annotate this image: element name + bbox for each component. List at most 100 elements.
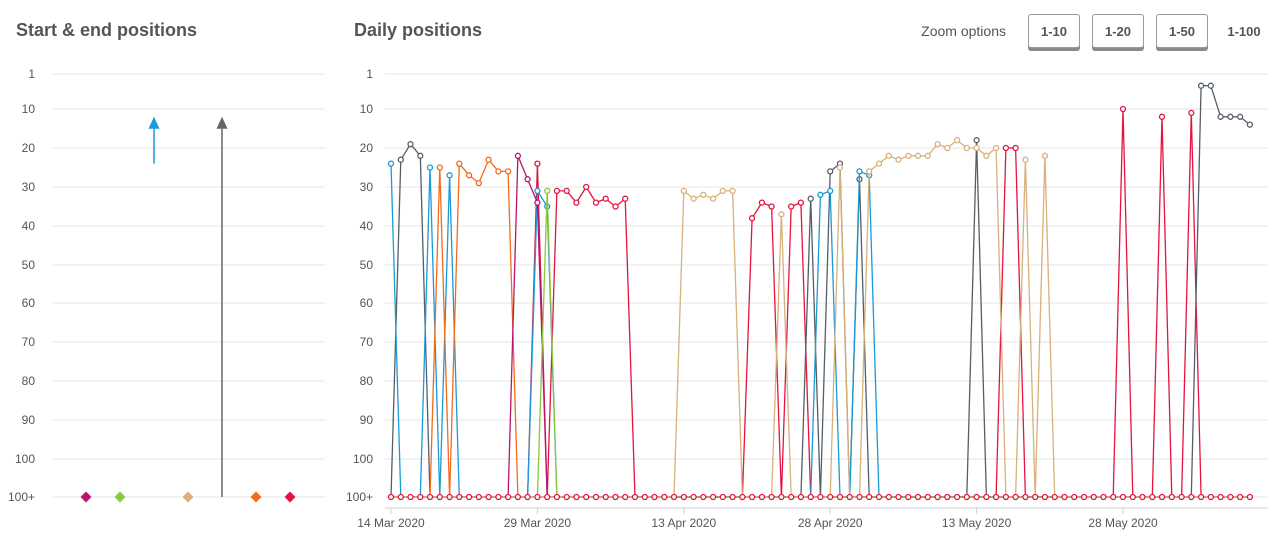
- baseline-point: [973, 493, 980, 501]
- data-point: [407, 140, 414, 148]
- baseline-point: [397, 493, 404, 501]
- zoom-1-100-active[interactable]: 1-100: [1227, 23, 1261, 39]
- data-point: [592, 199, 600, 206]
- baseline-point: [836, 493, 844, 501]
- data-point: [1012, 144, 1019, 152]
- zoom-1-20-button[interactable]: 1-20: [1092, 14, 1144, 48]
- baseline-point: [504, 493, 512, 501]
- baseline-point: [875, 493, 883, 501]
- y-tick-label: 10: [22, 102, 36, 116]
- data-point: [934, 140, 941, 148]
- end-position-marker: [250, 491, 262, 503]
- y-tick-label: 50: [360, 258, 374, 272]
- data-point: [768, 203, 775, 210]
- baseline-point: [544, 493, 551, 501]
- baseline-point: [1178, 493, 1185, 501]
- baseline-point: [1236, 493, 1244, 501]
- data-point: [680, 187, 687, 195]
- end-position-marker: [114, 491, 126, 503]
- baseline-point: [895, 493, 902, 501]
- data-point: [446, 172, 453, 179]
- data-point: [866, 168, 873, 175]
- baseline-point: [700, 493, 707, 501]
- baseline-point: [1217, 493, 1224, 501]
- data-point: [973, 144, 980, 152]
- data-point: [709, 195, 717, 202]
- data-point: [983, 152, 990, 159]
- data-point: [1041, 152, 1049, 159]
- series-line: [390, 85, 1251, 498]
- series-line: [390, 163, 1250, 498]
- data-point: [573, 199, 580, 206]
- baseline-point: [1197, 493, 1205, 501]
- data-point: [895, 156, 902, 163]
- zoom-1-10-button[interactable]: 1-10: [1028, 14, 1080, 48]
- baseline-point: [788, 493, 795, 501]
- data-point: [875, 160, 883, 167]
- end-position-marker: [182, 491, 194, 503]
- baseline-point: [631, 493, 639, 501]
- baseline-point: [573, 493, 580, 501]
- y-tick-label: 1: [28, 67, 35, 81]
- start-end-chart: 1 10 20 30 40 50 60 70 80 90 100 100+: [8, 67, 325, 504]
- data-point: [1188, 109, 1195, 117]
- data-point: [973, 137, 980, 144]
- data-point: [1217, 113, 1224, 120]
- y-tick-label: 100: [15, 452, 35, 466]
- data-point: [602, 195, 609, 202]
- data-point: [544, 187, 551, 195]
- data-point: [836, 164, 844, 171]
- data-point: [827, 168, 834, 175]
- baseline-point: [729, 493, 736, 501]
- data-point: [719, 187, 726, 195]
- data-point: [514, 152, 522, 159]
- data-point: [885, 152, 892, 159]
- baseline-point: [944, 493, 951, 501]
- daily-positions-title: Daily positions: [354, 20, 483, 40]
- baseline-point: [1041, 493, 1049, 501]
- data-point: [905, 152, 912, 159]
- baseline-point: [1090, 493, 1097, 501]
- baseline-point: [963, 493, 970, 501]
- baseline-point: [612, 493, 619, 501]
- x-tick-label: 14 Mar 2020: [357, 516, 425, 530]
- data-point: [436, 164, 443, 171]
- data-point: [1119, 105, 1127, 113]
- baseline-point: [934, 493, 941, 501]
- baseline-point: [856, 493, 863, 501]
- baseline-point: [514, 493, 522, 501]
- y-tick-label: 90: [22, 413, 36, 427]
- baseline-point: [914, 493, 922, 501]
- data-point: [807, 195, 814, 202]
- baseline-point: [1071, 493, 1078, 501]
- series-line: [391, 190, 1250, 498]
- baseline-point: [1207, 493, 1214, 501]
- baseline-point: [680, 493, 687, 501]
- baseline-point: [446, 493, 453, 501]
- end-position-marker: [80, 491, 92, 503]
- data-point: [827, 187, 834, 195]
- data-point: [495, 168, 502, 175]
- baseline-point: [817, 493, 824, 501]
- x-tick-label: 13 May 2020: [942, 516, 1012, 530]
- data-point: [465, 172, 473, 179]
- y-tick-label: 90: [360, 413, 374, 427]
- baseline-point: [495, 493, 502, 501]
- data-point: [992, 144, 1000, 152]
- data-point: [758, 199, 766, 206]
- baseline-point: [1227, 493, 1234, 501]
- data-point: [856, 168, 863, 175]
- y-tick-label: 80: [360, 374, 374, 388]
- data-point: [748, 215, 756, 222]
- baseline-point: [1119, 493, 1127, 501]
- baseline-point: [807, 493, 814, 501]
- data-point: [475, 179, 482, 187]
- baseline-point: [1100, 493, 1107, 501]
- end-position-marker: [284, 491, 296, 503]
- zoom-1-50-button[interactable]: 1-50: [1156, 14, 1208, 48]
- zoom-options-bar: Zoom options 1-10 1-20 1-50 1-100: [921, 12, 1268, 50]
- y-tick-label: 50: [22, 258, 36, 272]
- baseline-point: [953, 493, 961, 501]
- data-point: [817, 191, 824, 198]
- baseline-point: [1149, 493, 1156, 501]
